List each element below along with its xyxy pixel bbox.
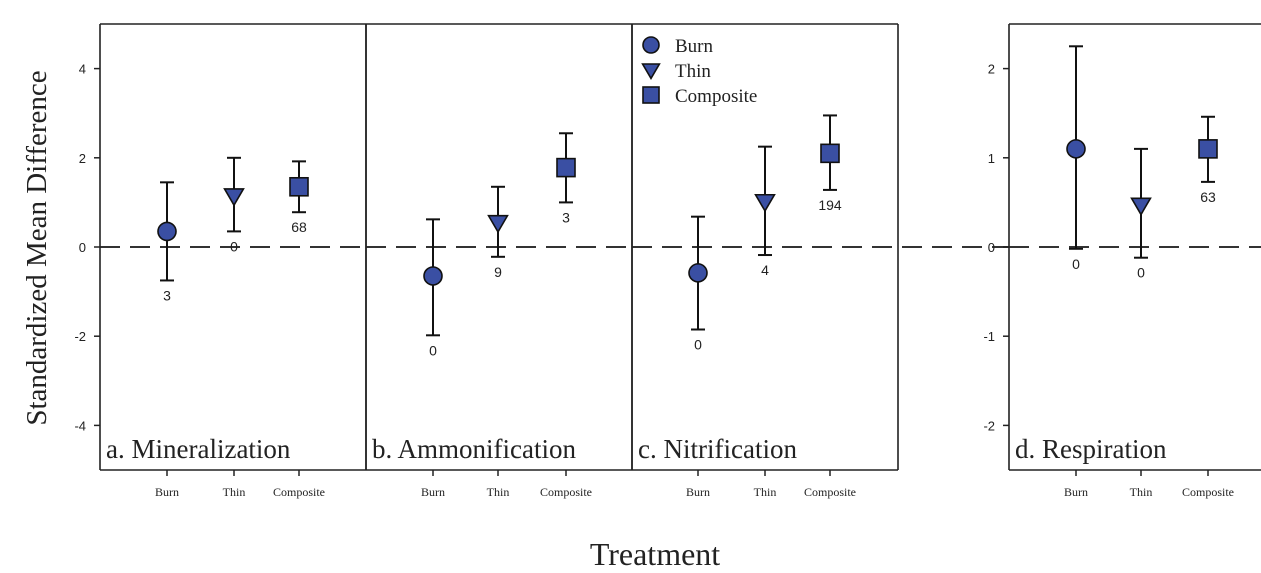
circle-marker	[423, 266, 443, 286]
y-axis-title: Standardized Mean Difference	[21, 70, 53, 425]
sample-size-label: 4	[761, 262, 769, 278]
square-marker	[820, 143, 840, 164]
sample-size-label: 0	[429, 342, 437, 358]
x-tick-label: Burn	[155, 485, 179, 499]
panel-title: b. Ammonification	[372, 434, 576, 464]
data-point-composite: 68	[289, 160, 309, 235]
sample-size-label: 63	[1200, 189, 1216, 205]
triangle-down-marker	[487, 214, 509, 234]
legend-square-marker	[642, 86, 660, 104]
x-tick-label: Composite	[804, 485, 856, 499]
data-point-burn: 0	[688, 215, 708, 353]
data-point-burn: 0	[423, 218, 443, 358]
circle-marker	[157, 221, 177, 242]
x-tick-label: Composite	[273, 485, 325, 499]
sample-size-label: 3	[562, 209, 570, 225]
x-tick-label: Burn	[686, 485, 710, 499]
x-tick-label: Composite	[1182, 485, 1234, 499]
sample-size-label: 0	[694, 337, 702, 353]
panel-1: -4 -2 0 2 4 a. Mineralization 3 Burn 0 Thin 68 Comp…	[74, 23, 367, 499]
data-point-thin: 4	[754, 145, 776, 278]
x-tick-label: Thin	[1130, 485, 1153, 499]
triangle-down-marker	[223, 188, 245, 207]
y-tick-label: 1	[988, 151, 995, 166]
y-tick-label: -1	[983, 329, 995, 344]
y-tick-label: -2	[983, 418, 995, 433]
x-tick-label: Thin	[487, 485, 510, 499]
legend-label: Burn	[675, 36, 714, 57]
panel-title: a. Mineralization	[106, 434, 291, 464]
x-tick-label: Thin	[754, 485, 777, 499]
data-point-composite: 194	[818, 114, 842, 213]
data-point-thin: 9	[487, 185, 509, 280]
x-tick-label: Burn	[421, 485, 445, 499]
legend-label: Thin	[675, 61, 711, 82]
triangle-down-marker	[754, 193, 776, 213]
panel-title: c. Nitrification	[638, 434, 797, 464]
legend-triangle-down-marker	[641, 63, 661, 80]
y-tick-label: -2	[74, 329, 86, 344]
sample-size-label: 0	[1072, 256, 1080, 272]
sample-size-label: 68	[291, 219, 307, 235]
triangle-down-marker	[1130, 197, 1152, 217]
circle-marker	[688, 263, 708, 283]
sample-size-label: 0	[230, 238, 238, 254]
y-tick-label: 2	[79, 151, 86, 166]
square-marker	[556, 157, 576, 178]
y-tick-label: 0	[79, 240, 86, 255]
sample-size-label: 3	[163, 287, 171, 303]
y-tick-label: 2	[988, 62, 995, 77]
square-marker	[1198, 139, 1218, 159]
panel-3: c. Nitrification 0 Burn 4 Thin 194 Composite	[631, 23, 1009, 499]
data-point-burn: 3	[157, 181, 177, 303]
data-point-burn: 0	[1066, 45, 1086, 272]
circle-marker	[1066, 139, 1086, 159]
y-tick-label: 4	[79, 62, 86, 77]
y-tick-label: 0	[988, 240, 995, 255]
plot-layer: -4 -2 0 2 4 a. Mineralization 3 Burn 0 Thin 68 Comp…	[74, 23, 1261, 499]
sample-size-label: 0	[1137, 265, 1145, 281]
x-axis-title: Treatment	[590, 536, 720, 572]
panel-4: -2 -1 0 1 2 d. Respiration 0 Burn 0 Thin 63 Composi…	[983, 23, 1261, 499]
panel-title: d. Respiration	[1015, 434, 1167, 464]
data-point-thin: 0	[223, 156, 245, 254]
x-tick-label: Composite	[540, 485, 592, 499]
x-tick-label: Burn	[1064, 485, 1088, 499]
sample-size-label: 194	[818, 197, 842, 213]
y-tick-label: -4	[74, 418, 86, 433]
legend: Burn Thin Composite	[641, 36, 757, 107]
x-tick-label: Thin	[223, 485, 246, 499]
data-point-composite: 3	[556, 132, 576, 225]
legend-circle-marker	[642, 36, 660, 54]
data-point-composite: 63	[1198, 115, 1218, 205]
sample-size-label: 9	[494, 264, 502, 280]
data-point-thin: 0	[1130, 147, 1152, 281]
square-marker	[289, 176, 309, 197]
panel-2: b. Ammonification 0 Burn 9 Thin 3 Composite	[365, 23, 633, 499]
legend-label: Composite	[675, 86, 757, 107]
